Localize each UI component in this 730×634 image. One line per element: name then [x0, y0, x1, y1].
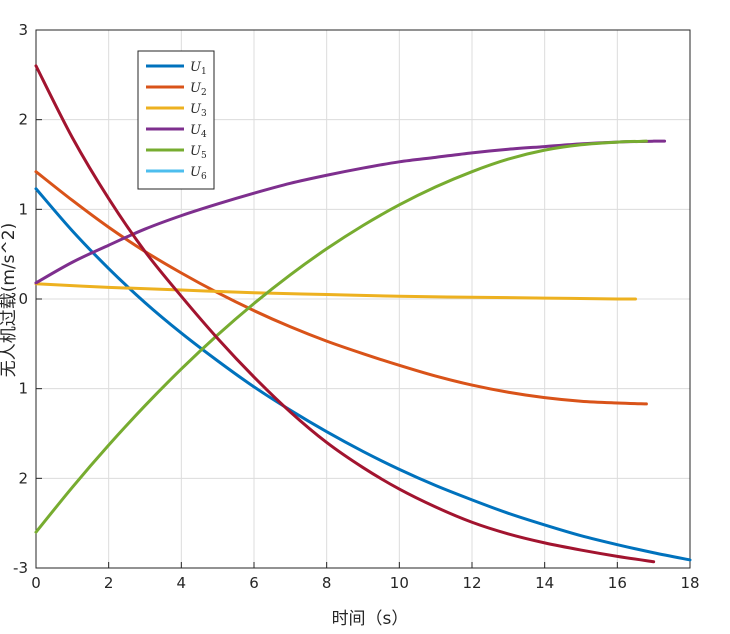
x-tick-label: 2 [104, 574, 114, 592]
series-line-u1 [34, 187, 692, 562]
y-tick-label: 0 [18, 290, 28, 308]
y-tick-label: 1 [18, 200, 28, 218]
x-tick-label: 14 [535, 574, 554, 592]
series-line-unlabeled-6 [34, 64, 656, 564]
x-tick-label: 6 [249, 574, 259, 592]
series-line-u5 [34, 139, 648, 534]
legend-label: U5 [190, 144, 207, 161]
series-lines [34, 64, 692, 564]
x-tick-label: 0 [31, 574, 41, 592]
y-tick-label: -3 [13, 559, 28, 577]
legend-label: U1 [190, 60, 207, 77]
x-tick-label: 4 [177, 574, 187, 592]
y-axis-label: 无人机过载(m/s^2) [0, 223, 19, 377]
series-line-u3 [34, 282, 637, 301]
series-line-u4 [34, 139, 667, 285]
y-tick-label: 3 [18, 21, 28, 39]
x-tick-label: 18 [680, 574, 699, 592]
y-tick-label: 1 [18, 380, 28, 398]
x-tick-label: 8 [322, 574, 332, 592]
legend-box [137, 50, 215, 190]
x-axis-label: 时间（s） [332, 609, 409, 629]
x-tick-label: 12 [462, 574, 481, 592]
y-tick-label: 2 [18, 469, 28, 487]
x-tick-label: 16 [608, 574, 627, 592]
legend-label: U2 [190, 81, 207, 98]
legend-label: U6 [190, 165, 207, 182]
legend: U1 U2 U3 U4 U5 U6 [137, 50, 215, 190]
legend-label: U4 [190, 123, 207, 140]
legend-label: U3 [190, 102, 207, 119]
x-tick-label: 10 [390, 574, 409, 592]
y-tick-label: 2 [18, 111, 28, 129]
